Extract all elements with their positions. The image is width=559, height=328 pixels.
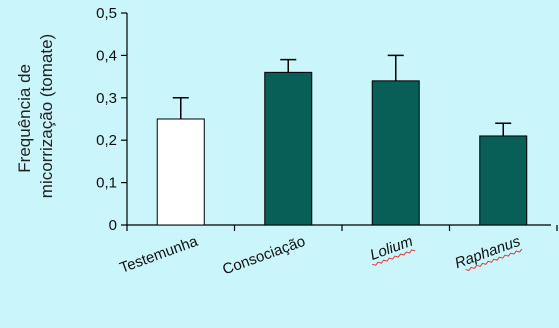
y-tick-label: 0 — [109, 217, 117, 234]
x-category-label: Raphanus — [453, 233, 524, 273]
y-axis-label: Frequência de micorrização (tomate) — [15, 34, 56, 198]
y-tick-label: 0,2 — [96, 132, 117, 149]
spellcheck-underline — [465, 248, 523, 271]
bar — [479, 135, 528, 226]
y-tick-label: 0,5 — [96, 5, 117, 22]
y-tick-label: 0,3 — [96, 90, 117, 107]
bar — [264, 71, 313, 226]
x-category-label: Testemunha — [118, 233, 201, 277]
y-tick-label: 0,4 — [96, 47, 117, 64]
spellcheck-underline — [372, 249, 416, 266]
y-axis-label-line-1: Frequência de — [15, 64, 34, 173]
x-category-label: Consociação — [220, 233, 307, 279]
bar — [156, 118, 205, 226]
y-axis-label-line-2: micorrização (tomate) — [37, 34, 56, 198]
bar — [371, 80, 420, 226]
y-tick-label: 0,1 — [96, 175, 117, 192]
